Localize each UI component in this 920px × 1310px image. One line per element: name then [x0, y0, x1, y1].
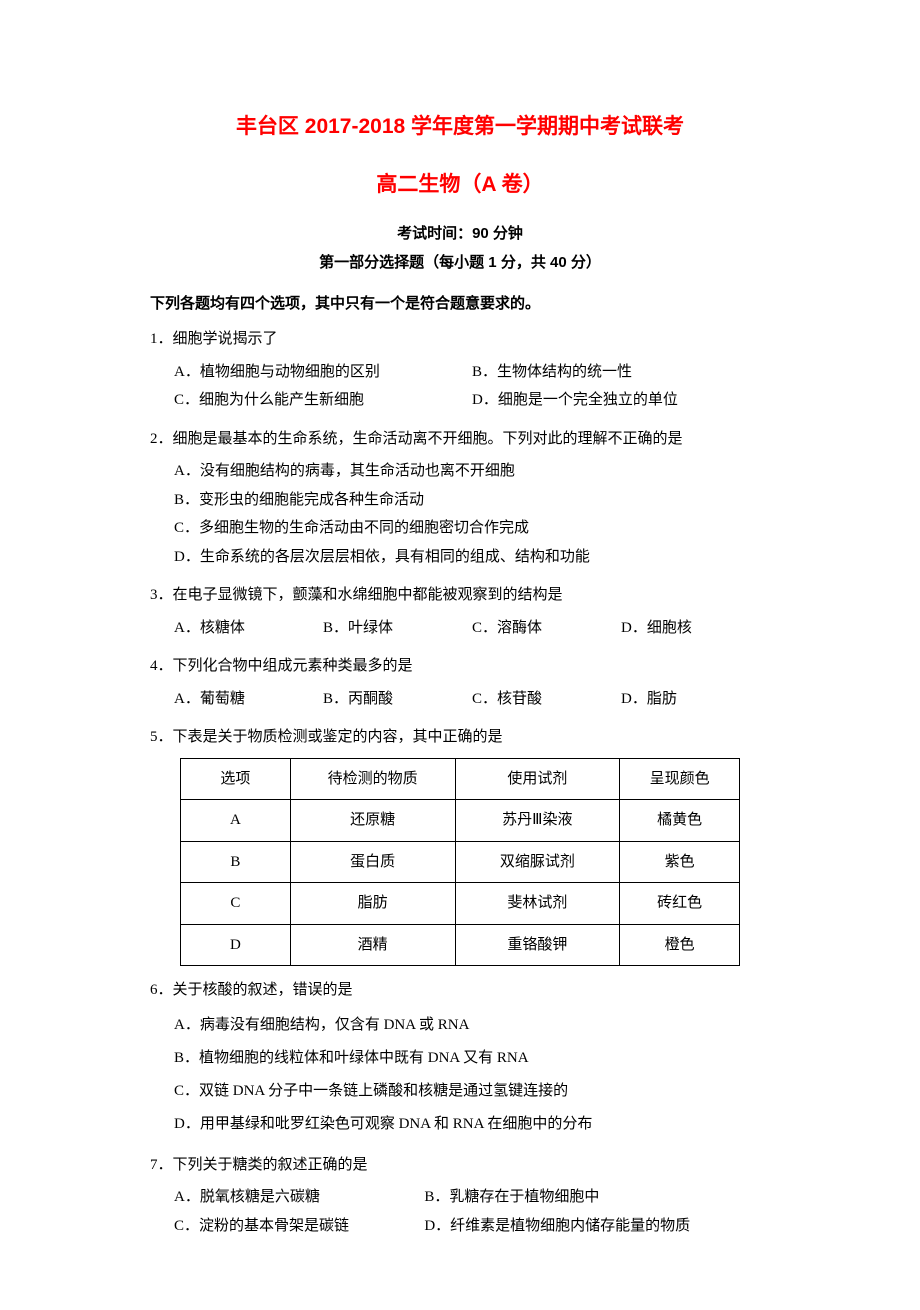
table-header-3: 呈现颜色	[620, 758, 740, 800]
exam-title-main: 丰台区 2017-2018 学年度第一学期期中考试联考	[150, 110, 770, 140]
table-header-row: 选项 待检测的物质 使用试剂 呈现颜色	[181, 758, 740, 800]
table-row: C 脂肪 斐林试剂 砖红色	[181, 883, 740, 925]
question-5: 5．下表是关于物质检测或鉴定的内容，其中正确的是 选项 待检测的物质 使用试剂 …	[150, 723, 770, 966]
question-7-option-d: D．纤维素是植物细胞内储存能量的物质	[424, 1212, 722, 1241]
question-4-option-b: B．丙酮酸	[323, 685, 472, 714]
question-4-options: A．葡萄糖 B．丙酮酸 C．核苷酸 D．脂肪	[150, 685, 770, 714]
question-3-option-c: C．溶酶体	[472, 614, 621, 643]
question-4-text: 4．下列化合物中组成元素种类最多的是	[150, 652, 770, 681]
question-3-option-a: A．核糖体	[174, 614, 323, 643]
question-2-text: 2．细胞是最基本的生命系统，生命活动离不开细胞。下列对此的理解不正确的是	[150, 425, 770, 454]
question-7-option-b: B．乳糖存在于植物细胞中	[424, 1183, 722, 1212]
question-1-option-c: C．细胞为什么能产生新细胞	[174, 386, 472, 415]
table-cell: 重铬酸钾	[455, 924, 620, 966]
table-cell: 橘黄色	[620, 800, 740, 842]
table-header-2: 使用试剂	[455, 758, 620, 800]
question-2-options: A．没有细胞结构的病毒，其生命活动也离不开细胞 B．变形虫的细胞能完成各种生命活…	[150, 457, 770, 571]
question-4-option-a: A．葡萄糖	[174, 685, 323, 714]
question-5-table: 选项 待检测的物质 使用试剂 呈现颜色 A 还原糖 苏丹Ⅲ染液 橘黄色 B 蛋白…	[180, 758, 740, 967]
question-7-option-c: C．淀粉的基本骨架是碳链	[174, 1212, 424, 1241]
table-row: D 酒精 重铬酸钾 橙色	[181, 924, 740, 966]
question-2-option-b: B．变形虫的细胞能完成各种生命活动	[174, 486, 770, 515]
question-3-text: 3．在电子显微镜下，颤藻和水绵细胞中都能被观察到的结构是	[150, 581, 770, 610]
question-6-option-c: C．双链 DNA 分子中一条链上磷酸和核糖是通过氢键连接的	[174, 1075, 770, 1108]
table-cell: 脂肪	[290, 883, 455, 925]
question-6-text: 6．关于核酸的叙述，错误的是	[150, 976, 770, 1005]
table-header-1: 待检测的物质	[290, 758, 455, 800]
table-cell: 砖红色	[620, 883, 740, 925]
question-1-option-d: D．细胞是一个完全独立的单位	[472, 386, 770, 415]
question-4-option-d: D．脂肪	[621, 685, 770, 714]
question-6: 6．关于核酸的叙述，错误的是 A．病毒没有细胞结构，仅含有 DNA 或 RNA …	[150, 976, 770, 1141]
exam-title-sub: 高二生物（A 卷）	[150, 168, 770, 198]
table-row: B 蛋白质 双缩脲试剂 紫色	[181, 841, 740, 883]
question-7: 7．下列关于糖类的叙述正确的是 A．脱氧核糖是六碳糖 B．乳糖存在于植物细胞中 …	[150, 1151, 770, 1241]
question-2-option-a: A．没有细胞结构的病毒，其生命活动也离不开细胞	[174, 457, 770, 486]
question-1: 1．细胞学说揭示了 A．植物细胞与动物细胞的区别 B．生物体结构的统一性 C．细…	[150, 325, 770, 415]
table-header-0: 选项	[181, 758, 291, 800]
question-1-text: 1．细胞学说揭示了	[150, 325, 770, 354]
question-4-option-c: C．核苷酸	[472, 685, 621, 714]
table-cell: D	[181, 924, 291, 966]
instruction-text: 下列各题均有四个选项，其中只有一个是符合题意要求的。	[150, 292, 770, 313]
question-1-option-a: A．植物细胞与动物细胞的区别	[174, 358, 472, 387]
question-5-text: 5．下表是关于物质检测或鉴定的内容，其中正确的是	[150, 723, 770, 752]
table-cell: 酒精	[290, 924, 455, 966]
question-6-option-a: A．病毒没有细胞结构，仅含有 DNA 或 RNA	[174, 1009, 770, 1042]
table-cell: 苏丹Ⅲ染液	[455, 800, 620, 842]
question-6-options: A．病毒没有细胞结构，仅含有 DNA 或 RNA B．植物细胞的线粒体和叶绿体中…	[150, 1009, 770, 1141]
question-3-options: A．核糖体 B．叶绿体 C．溶酶体 D．细胞核	[150, 614, 770, 643]
question-6-option-d: D．用甲基绿和吡罗红染色可观察 DNA 和 RNA 在细胞中的分布	[174, 1108, 770, 1141]
table-cell: 蛋白质	[290, 841, 455, 883]
table-cell: 橙色	[620, 924, 740, 966]
question-1-option-b: B．生物体结构的统一性	[472, 358, 770, 387]
table-cell: B	[181, 841, 291, 883]
question-7-text: 7．下列关于糖类的叙述正确的是	[150, 1151, 770, 1180]
question-7-option-a: A．脱氧核糖是六碳糖	[174, 1183, 424, 1212]
table-cell: 紫色	[620, 841, 740, 883]
question-4: 4．下列化合物中组成元素种类最多的是 A．葡萄糖 B．丙酮酸 C．核苷酸 D．脂…	[150, 652, 770, 713]
question-2: 2．细胞是最基本的生命系统，生命活动离不开细胞。下列对此的理解不正确的是 A．没…	[150, 425, 770, 572]
table-cell: C	[181, 883, 291, 925]
question-2-option-c: C．多细胞生物的生命活动由不同的细胞密切合作完成	[174, 514, 770, 543]
question-7-options: A．脱氧核糖是六碳糖 B．乳糖存在于植物细胞中 C．淀粉的基本骨架是碳链 D．纤…	[150, 1183, 770, 1240]
table-cell: A	[181, 800, 291, 842]
question-3-option-b: B．叶绿体	[323, 614, 472, 643]
table-cell: 双缩脲试剂	[455, 841, 620, 883]
table-cell: 斐林试剂	[455, 883, 620, 925]
section-header: 第一部分选择题（每小题 1 分，共 40 分）	[150, 251, 770, 272]
question-3: 3．在电子显微镜下，颤藻和水绵细胞中都能被观察到的结构是 A．核糖体 B．叶绿体…	[150, 581, 770, 642]
table-cell: 还原糖	[290, 800, 455, 842]
table-row: A 还原糖 苏丹Ⅲ染液 橘黄色	[181, 800, 740, 842]
question-3-option-d: D．细胞核	[621, 614, 770, 643]
question-2-option-d: D．生命系统的各层次层层相依，具有相同的组成、结构和功能	[174, 543, 770, 572]
question-6-option-b: B．植物细胞的线粒体和叶绿体中既有 DNA 又有 RNA	[174, 1042, 770, 1075]
exam-time: 考试时间：90 分钟	[150, 222, 770, 243]
question-1-options: A．植物细胞与动物细胞的区别 B．生物体结构的统一性 C．细胞为什么能产生新细胞…	[150, 358, 770, 415]
